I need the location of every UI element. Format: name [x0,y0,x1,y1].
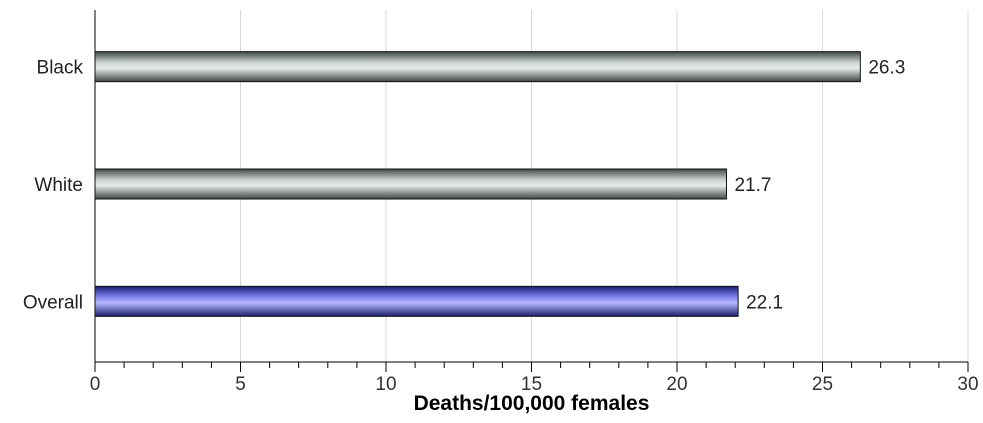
category-label-white: White [34,175,83,196]
x-axis-title: Deaths/100,000 females [413,392,650,415]
x-tick-label: 25 [812,374,833,395]
category-label-overall: Overall [23,292,83,313]
data-label-black: 26.3 [868,58,905,79]
data-label-overall: 22.1 [746,292,783,313]
category-label-black: Black [37,58,84,79]
x-tick-label: 30 [957,374,978,395]
x-tick-label: 15 [521,374,542,395]
x-tick-label: 10 [375,374,396,395]
x-tick-label: 5 [235,374,246,395]
data-label-white: 21.7 [734,175,771,196]
bar-overall [94,285,739,317]
x-tick-label: 20 [666,374,687,395]
bar-black [94,51,861,83]
x-tick-label: 0 [90,374,101,395]
bar-white [94,168,727,200]
